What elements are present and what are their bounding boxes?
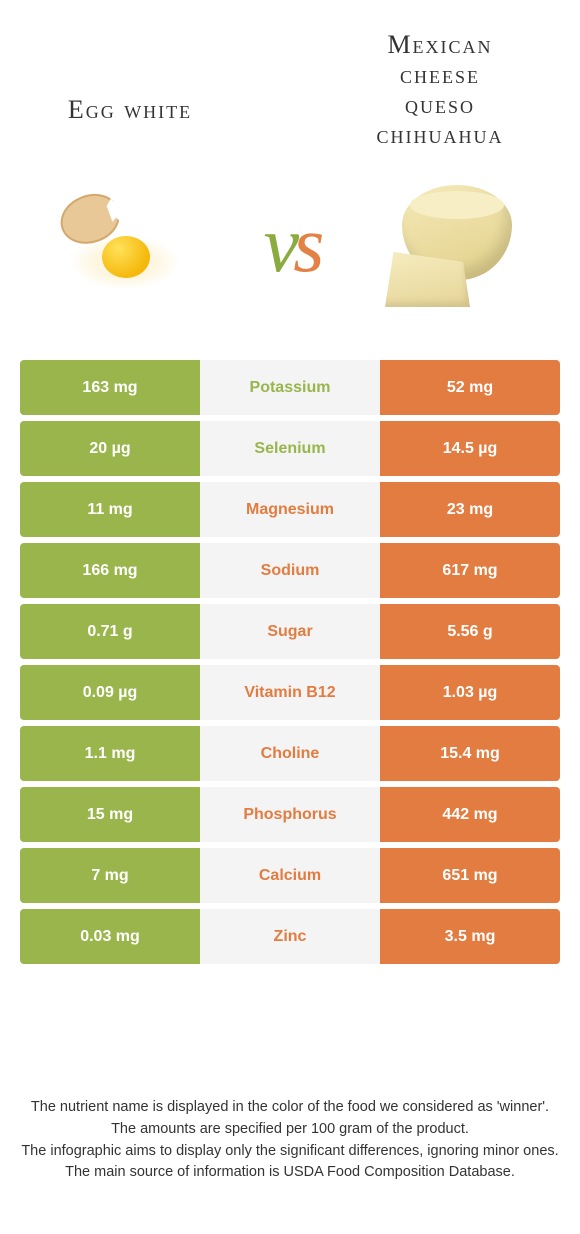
left-value-cell: 7 mg	[20, 848, 200, 903]
left-value-cell: 11 mg	[20, 482, 200, 537]
nutrient-label-cell: Calcium	[200, 848, 380, 903]
nutrient-label-cell: Magnesium	[200, 482, 380, 537]
left-value-cell: 0.09 µg	[20, 665, 200, 720]
right-value-cell: 52 mg	[380, 360, 560, 415]
table-row: 0.09 µgVitamin B121.03 µg	[20, 665, 560, 720]
nutrient-label-cell: Vitamin B12	[200, 665, 380, 720]
right-value-cell: 1.03 µg	[380, 665, 560, 720]
images-row: v s	[0, 160, 580, 360]
nutrient-label-cell: Choline	[200, 726, 380, 781]
vs-s: s	[293, 200, 316, 291]
table-row: 163 mgPotassium52 mg	[20, 360, 560, 415]
left-food-title: Egg white	[30, 95, 230, 125]
table-row: 1.1 mgCholine15.4 mg	[20, 726, 560, 781]
left-value-cell: 0.03 mg	[20, 909, 200, 964]
table-row: 20 µgSelenium14.5 µg	[20, 421, 560, 476]
right-value-cell: 617 mg	[380, 543, 560, 598]
right-value-cell: 14.5 µg	[380, 421, 560, 476]
right-value-cell: 23 mg	[380, 482, 560, 537]
footer-notes: The nutrient name is displayed in the co…	[0, 1097, 580, 1184]
right-value-cell: 15.4 mg	[380, 726, 560, 781]
right-value-cell: 3.5 mg	[380, 909, 560, 964]
table-row: 0.03 mgZinc3.5 mg	[20, 909, 560, 964]
header: Egg white Mexican cheese queso chihuahua	[0, 0, 580, 160]
left-value-cell: 20 µg	[20, 421, 200, 476]
table-row: 7 mgCalcium651 mg	[20, 848, 560, 903]
footer-line: The main source of information is USDA F…	[20, 1162, 560, 1184]
right-value-cell: 442 mg	[380, 787, 560, 842]
right-value-cell: 651 mg	[380, 848, 560, 903]
left-value-cell: 166 mg	[20, 543, 200, 598]
table-row: 166 mgSodium617 mg	[20, 543, 560, 598]
footer-line: The amounts are specified per 100 gram o…	[20, 1119, 560, 1141]
vs-v: v	[264, 200, 292, 291]
right-food-title: Mexican cheese queso chihuahua	[330, 30, 550, 150]
left-value-cell: 0.71 g	[20, 604, 200, 659]
right-value-cell: 5.56 g	[380, 604, 560, 659]
vs-label: v s	[264, 200, 317, 291]
table-row: 11 mgMagnesium23 mg	[20, 482, 560, 537]
footer-line: The nutrient name is displayed in the co…	[20, 1097, 560, 1119]
nutrient-label-cell: Potassium	[200, 360, 380, 415]
right-title-line: cheese	[400, 60, 480, 89]
right-title-line: chihuahua	[377, 120, 504, 149]
right-title-line: Mexican	[387, 30, 492, 59]
nutrient-label-cell: Zinc	[200, 909, 380, 964]
table-row: 0.71 gSugar5.56 g	[20, 604, 560, 659]
cheese-image	[370, 160, 540, 330]
left-value-cell: 163 mg	[20, 360, 200, 415]
egg-white-image	[40, 160, 210, 330]
footer-line: The infographic aims to display only the…	[20, 1141, 560, 1163]
nutrient-label-cell: Sodium	[200, 543, 380, 598]
nutrient-table: 163 mgPotassium52 mg 20 µgSelenium14.5 µg…	[20, 360, 560, 964]
nutrient-label-cell: Sugar	[200, 604, 380, 659]
left-value-cell: 15 mg	[20, 787, 200, 842]
left-value-cell: 1.1 mg	[20, 726, 200, 781]
nutrient-label-cell: Phosphorus	[200, 787, 380, 842]
nutrient-label-cell: Selenium	[200, 421, 380, 476]
table-row: 15 mgPhosphorus442 mg	[20, 787, 560, 842]
right-title-line: queso	[405, 90, 475, 119]
